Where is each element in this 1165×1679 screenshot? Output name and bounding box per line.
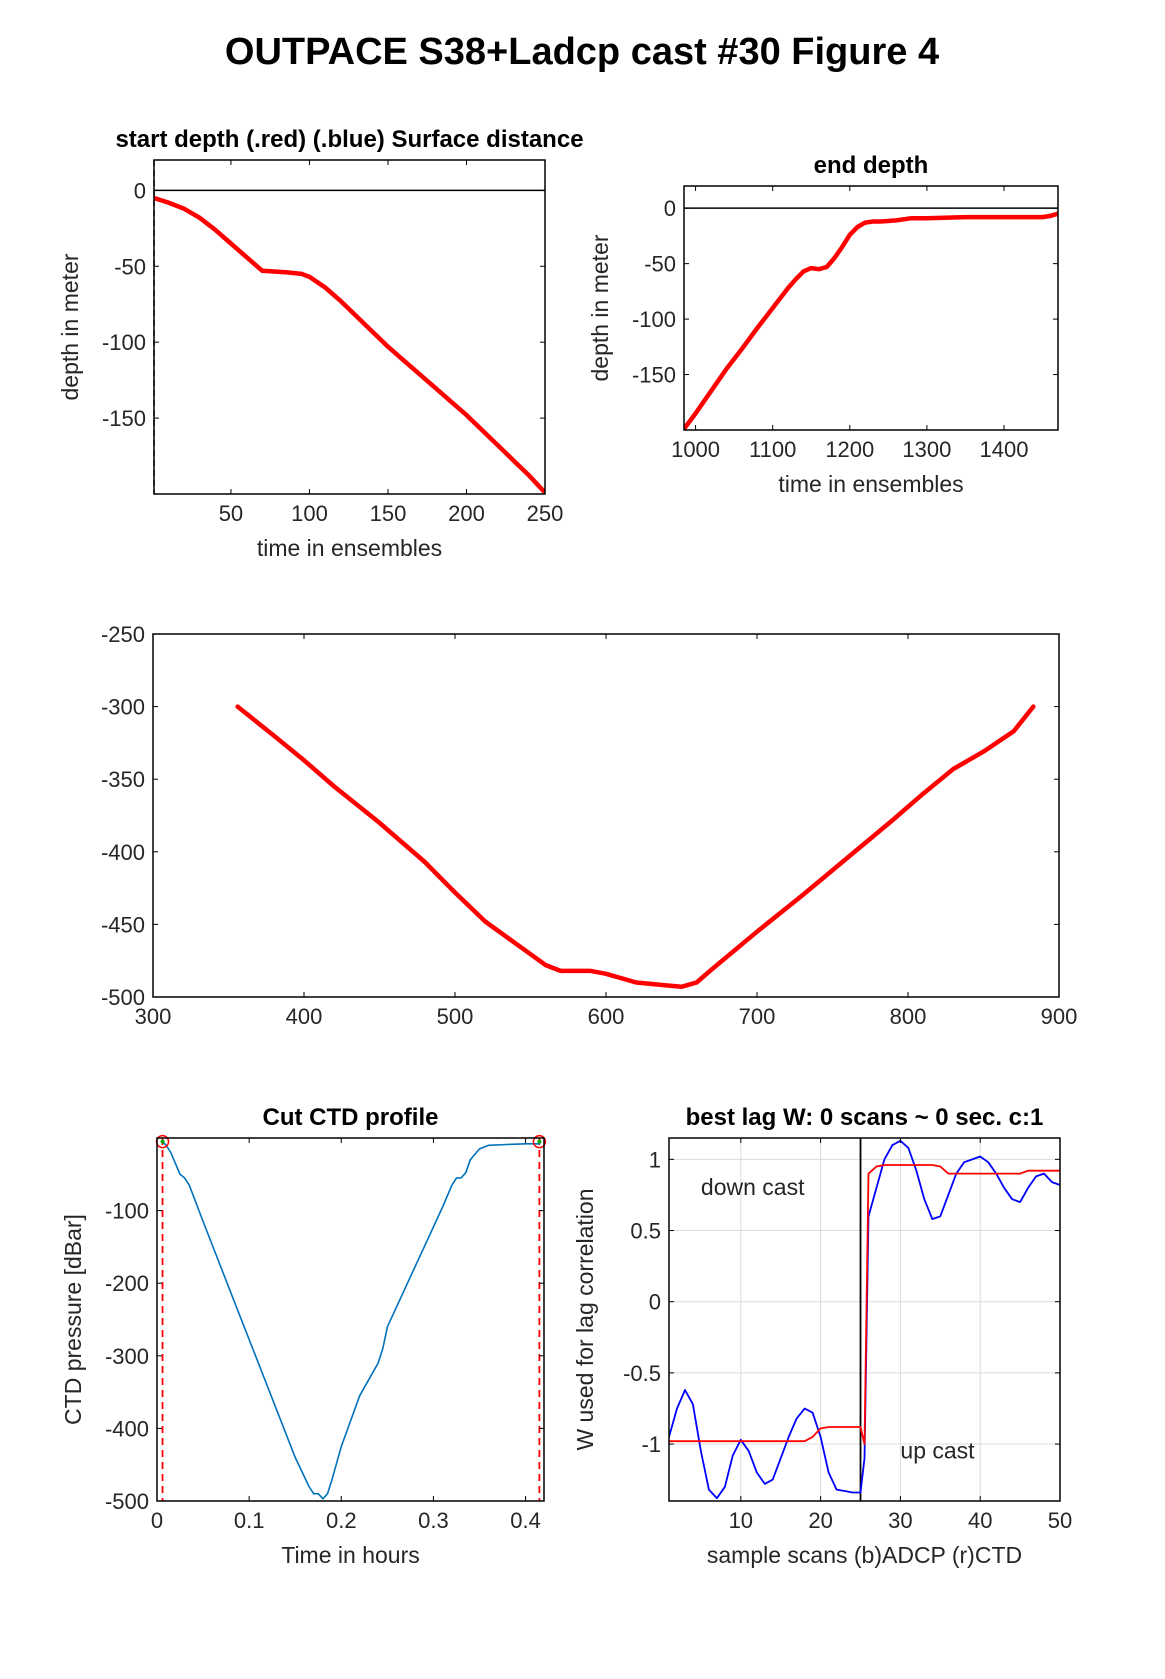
end-depth-ytick-label: 0 — [664, 196, 676, 221]
best-lag-xlabel: sample scans (b)ADCP (r)CTD — [707, 1542, 1022, 1568]
cut-ctd-profile-xlabel: Time in hours — [281, 1542, 419, 1568]
end-depth-axes-box — [683, 185, 1059, 431]
start-depth-title: start depth (.red) (.blue) Surface dista… — [115, 126, 583, 153]
end-depth-ytick-label: -150 — [632, 363, 676, 388]
cut-ctd-profile-cut-marker-center — [160, 1139, 165, 1144]
end-depth-plot: 1000 1100 1200 1300 1400 0 -50 -100 -150 end dept… — [587, 152, 1059, 497]
middle-profile-ytick-label: -350 — [101, 767, 145, 792]
middle-profile-xtick-label: 900 — [1041, 1004, 1078, 1029]
middle-profile-xtick-label: 700 — [739, 1004, 776, 1029]
figure-title: OUTPACE S38+Ladcp cast #30 Figure 4 — [225, 31, 939, 73]
start-depth-ytick-label: -100 — [102, 330, 146, 355]
cut-ctd-profile-xtick-label: 0 — [151, 1508, 163, 1533]
cut-ctd-profile-xtick-label: 0.3 — [418, 1508, 449, 1533]
end-depth-ytick-label: -100 — [632, 307, 676, 332]
best-lag-series-2 — [669, 1164, 1060, 1445]
middle-profile-xtick-label: 500 — [437, 1004, 474, 1029]
end-depth-title: end depth — [814, 152, 929, 179]
best-lag-ytick-label: 0 — [649, 1290, 661, 1315]
best-lag-xtick-label: 10 — [729, 1508, 753, 1533]
cut-ctd-profile-cut-marker-center — [537, 1139, 542, 1144]
cut-ctd-profile-title: Cut CTD profile — [263, 1104, 439, 1131]
middle-profile-xtick-label: 400 — [286, 1004, 323, 1029]
start-depth-xtick-label: 200 — [448, 501, 485, 526]
end-depth-xtick-label: 1000 — [671, 437, 720, 462]
start-depth-xtick-label: 150 — [370, 501, 407, 526]
cut-ctd-profile-background — [157, 1138, 544, 1501]
start-depth-ytick-label: 0 — [134, 178, 146, 203]
end-depth-ytick-label: -50 — [644, 252, 676, 277]
cut-ctd-profile-series-1 — [161, 1140, 541, 1500]
best-lag-plot: 10 20 30 40 50 1 0.5 0 -0.5 -1 best lag W: 0 scans… — [572, 1104, 1072, 1568]
start-depth-series-1 — [154, 195, 545, 494]
best-lag-xtick-label: 30 — [888, 1508, 912, 1533]
best-lag-ytick-label: -0.5 — [623, 1361, 661, 1386]
cut-ctd-profile-ytick-label: -200 — [105, 1271, 149, 1296]
best-lag-ytick-label: -1 — [641, 1432, 661, 1457]
cut-ctd-profile-cut-marker — [532, 1134, 547, 1149]
middle-profile-ytick-label: -400 — [101, 840, 145, 865]
cut-ctd-profile-ytick-label: -400 — [105, 1416, 149, 1441]
end-depth-xlabel: time in ensembles — [778, 471, 963, 497]
cut-ctd-profile-xtick-label: 0.2 — [326, 1508, 357, 1533]
start-depth-ylabel: depth in meter — [57, 253, 83, 400]
best-lag-annotation-2: up cast — [900, 1437, 975, 1463]
start-depth-xtick-label: 50 — [219, 501, 243, 526]
cut-ctd-profile-ytick-label: -300 — [105, 1344, 149, 1369]
middle-profile-series-1 — [235, 704, 1036, 990]
start-depth-plot: 50 100 150 200 250 0 -50 -100 -150 start depth (.… — [57, 126, 584, 561]
start-depth-xtick-label: 100 — [291, 501, 328, 526]
middle-profile-ytick-label: -500 — [101, 985, 145, 1010]
best-lag-series-1 — [669, 1139, 1060, 1500]
best-lag-xtick-label: 50 — [1048, 1508, 1072, 1533]
best-lag-ytick-label: 0.5 — [630, 1219, 661, 1244]
cut-ctd-profile-ytick-label: -100 — [105, 1199, 149, 1224]
end-depth-series-1 — [684, 211, 1058, 430]
cut-ctd-profile-xtick-label: 0.1 — [234, 1508, 265, 1533]
start-depth-ytick-label: -150 — [102, 406, 146, 431]
end-depth-xtick-label: 1200 — [825, 437, 874, 462]
middle-profile-ytick-label: -250 — [101, 622, 145, 647]
cut-ctd-profile-plot: 0 0.1 0.2 0.3 0.4 -100 -200 -300 -400 -500 Cut CTD… — [60, 1104, 547, 1568]
best-lag-ytick-label: 1 — [649, 1147, 661, 1172]
end-depth-background — [684, 186, 1058, 430]
end-depth-xtick-label: 1300 — [902, 437, 951, 462]
end-depth-ylabel: depth in meter — [587, 234, 613, 381]
cut-ctd-profile-xtick-label: 0.4 — [510, 1508, 541, 1533]
start-depth-ytick-label: -50 — [114, 254, 146, 279]
best-lag-xtick-label: 40 — [968, 1508, 992, 1533]
best-lag-annotation-1: down cast — [701, 1174, 805, 1200]
cut-ctd-profile-axes-box — [156, 1137, 545, 1502]
middle-profile-ytick-label: -450 — [101, 912, 145, 937]
best-lag-axes-box — [668, 1137, 1061, 1502]
start-depth-axes-box — [153, 159, 546, 495]
middle-profile-plot: 300 400 500 600 700 800 900 -250 -300 -350 -400 -45… — [101, 622, 1077, 1029]
middle-profile-background — [153, 634, 1059, 997]
end-depth-xtick-label: 1400 — [980, 437, 1029, 462]
middle-profile-xtick-label: 600 — [588, 1004, 625, 1029]
middle-profile-xtick-label: 800 — [890, 1004, 927, 1029]
middle-profile-ytick-label: -300 — [101, 695, 145, 720]
best-lag-ylabel: W used for lag correlation — [572, 1188, 598, 1450]
end-depth-xtick-label: 1100 — [749, 437, 796, 462]
start-depth-background — [154, 160, 545, 494]
start-depth-xtick-label: 250 — [527, 501, 564, 526]
cut-ctd-profile-ylabel: CTD pressure [dBar] — [60, 1214, 86, 1425]
middle-profile-xtick-label: 300 — [135, 1004, 172, 1029]
best-lag-title: best lag W: 0 scans ~ 0 sec. c:1 — [686, 1104, 1044, 1131]
best-lag-xtick-label: 20 — [808, 1508, 832, 1533]
cut-ctd-profile-ytick-label: -500 — [105, 1489, 149, 1514]
start-depth-xlabel: time in ensembles — [257, 535, 442, 561]
